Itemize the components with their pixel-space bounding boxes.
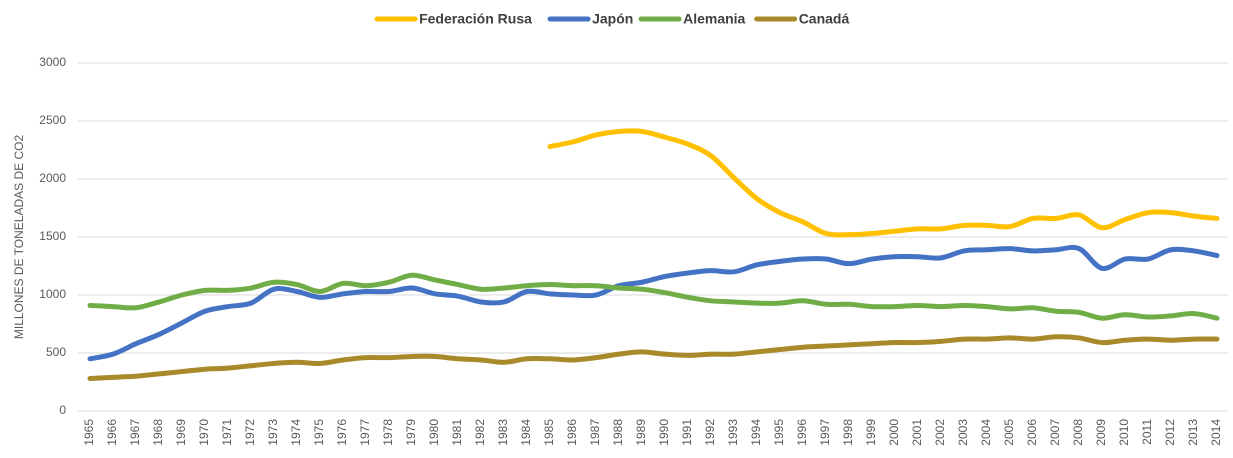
x-tick-label: 1965 <box>82 419 96 446</box>
x-tick-label: 1983 <box>496 419 510 446</box>
y-tick-label: 500 <box>46 345 66 359</box>
x-tick-label: 1995 <box>772 419 786 446</box>
x-tick-label: 1981 <box>450 419 464 446</box>
x-tick-label: 2014 <box>1209 419 1223 446</box>
x-tick-label: 2000 <box>887 419 901 446</box>
y-tick-label: 3000 <box>39 55 66 69</box>
x-tick-label: 1978 <box>381 419 395 446</box>
y-axis-label: MILLONES DE TONELADAS DE CO2 <box>12 135 26 340</box>
legend: Federación Rusa Japón Alemania Canadá <box>374 11 850 27</box>
x-tick-label: 1989 <box>634 419 648 446</box>
x-tick-label: 2013 <box>1186 419 1200 446</box>
x-tick-label: 1968 <box>151 419 165 446</box>
x-tick-label: 1975 <box>312 419 326 446</box>
y-tick-label: 2000 <box>39 171 66 185</box>
x-tick-label: 1977 <box>358 419 372 446</box>
x-tick-label: 2010 <box>1117 419 1131 446</box>
x-tick-label: 1984 <box>519 419 533 446</box>
x-tick-label: 2001 <box>910 419 924 446</box>
line <box>87 244 1220 362</box>
x-tick-label: 2005 <box>1002 419 1016 446</box>
x-tick-label: 1971 <box>220 419 234 446</box>
x-tick-label: 1976 <box>335 419 349 446</box>
x-tick-label: 2008 <box>1071 419 1085 446</box>
x-tick-label: 1999 <box>864 419 878 446</box>
x-tick-label: 1985 <box>542 419 556 446</box>
x-tick-label: 2006 <box>1025 419 1039 446</box>
x-tick-label: 1973 <box>266 419 280 446</box>
y-tick-label: 2500 <box>39 113 66 127</box>
y-tick-label: 0 <box>59 403 66 417</box>
x-tick-label: 1987 <box>588 419 602 446</box>
legend-label: Canadá <box>799 11 850 27</box>
x-tick-label: 2012 <box>1163 419 1177 446</box>
legend-label: Alemania <box>683 11 745 27</box>
x-tick-label: 1980 <box>427 419 441 446</box>
x-tick-label: 1986 <box>565 419 579 446</box>
x-tick-label: 1988 <box>611 419 625 446</box>
x-tick-label: 1966 <box>105 419 119 446</box>
x-tick-label: 2002 <box>933 419 947 446</box>
x-tick-label: 2011 <box>1140 419 1154 445</box>
x-tick-label: 1994 <box>749 419 763 446</box>
line <box>87 272 1220 321</box>
x-tick-label: 1991 <box>680 419 694 446</box>
legend-label: Japón <box>592 11 633 27</box>
x-tick-label: 2003 <box>956 419 970 446</box>
x-tick-label: 2007 <box>1048 419 1062 446</box>
x-tick-label: 1997 <box>818 419 832 446</box>
x-tick-label: 2004 <box>979 419 993 446</box>
x-tick-label: 1974 <box>289 419 303 446</box>
x-tick-label: 2009 <box>1094 419 1108 446</box>
line <box>547 128 1220 238</box>
x-tick-label: 1990 <box>657 419 671 446</box>
line <box>87 334 1220 382</box>
x-tick-label: 1993 <box>726 419 740 446</box>
x-tick-label: 1972 <box>243 419 257 446</box>
x-tick-label: 1998 <box>841 419 855 446</box>
y-tick-label: 1000 <box>39 287 66 301</box>
x-tick-label: 1992 <box>703 419 717 446</box>
x-tick-label: 1969 <box>174 419 188 446</box>
x-tick-label: 1979 <box>404 419 418 446</box>
x-tick-label: 1967 <box>128 419 142 446</box>
legend-label: Federación Rusa <box>419 11 532 27</box>
y-tick-label: 1500 <box>39 229 66 243</box>
x-tick-label: 1996 <box>795 419 809 446</box>
x-tick-label: 1970 <box>197 419 211 446</box>
x-tick-label: 1982 <box>473 419 487 446</box>
